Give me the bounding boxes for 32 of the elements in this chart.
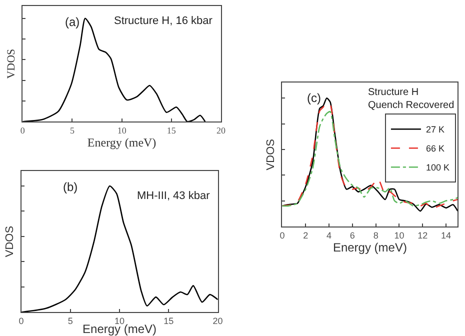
x-tick-label: 8 xyxy=(373,230,378,240)
x-axis-title: Energy (meV) xyxy=(87,135,156,150)
x-tick-label: 14 xyxy=(441,230,452,240)
x-tick-label: 10 xyxy=(394,230,404,240)
annotation: Structure H, 16 kbar xyxy=(114,15,213,27)
x-tick-label: 6 xyxy=(350,230,355,240)
x-tick-label: 12 xyxy=(418,230,428,240)
legend-label: 100 K xyxy=(426,162,450,173)
x-tick-label: 2 xyxy=(303,230,308,240)
x-tick-label: 10 xyxy=(114,316,125,326)
x-tick-label: 0 xyxy=(18,316,24,326)
y-axis-title: VDOS xyxy=(264,139,277,170)
x-tick-label: 20 xyxy=(212,316,223,326)
legend-label: 66 K xyxy=(426,144,444,154)
annotation: Structure H Quench Recovered xyxy=(368,87,454,111)
annotation: (a) xyxy=(65,15,80,29)
x-tick-label: 5 xyxy=(68,316,73,326)
x-tick-label: 10 xyxy=(117,125,127,136)
x-tick-label: 15 xyxy=(164,316,174,326)
x-tick-label: 0 xyxy=(20,125,26,136)
x-tick-label: 0 xyxy=(280,230,285,240)
annotation: (c) xyxy=(307,91,321,105)
x-tick-label: 5 xyxy=(70,125,75,136)
x-tick-label: 4 xyxy=(326,230,332,240)
x-axis-title: Energy (meV) xyxy=(332,240,407,254)
x-tick-label: 15 xyxy=(166,125,176,136)
y-axis-title: VDOS xyxy=(5,48,18,79)
y-axis-title: VDOS xyxy=(4,226,16,258)
x-tick-label: 20 xyxy=(216,125,226,136)
legend-label: 27 K xyxy=(426,124,444,135)
annotation: (b) xyxy=(63,180,78,194)
annotation: MH-III, 43 kbar xyxy=(137,190,210,202)
